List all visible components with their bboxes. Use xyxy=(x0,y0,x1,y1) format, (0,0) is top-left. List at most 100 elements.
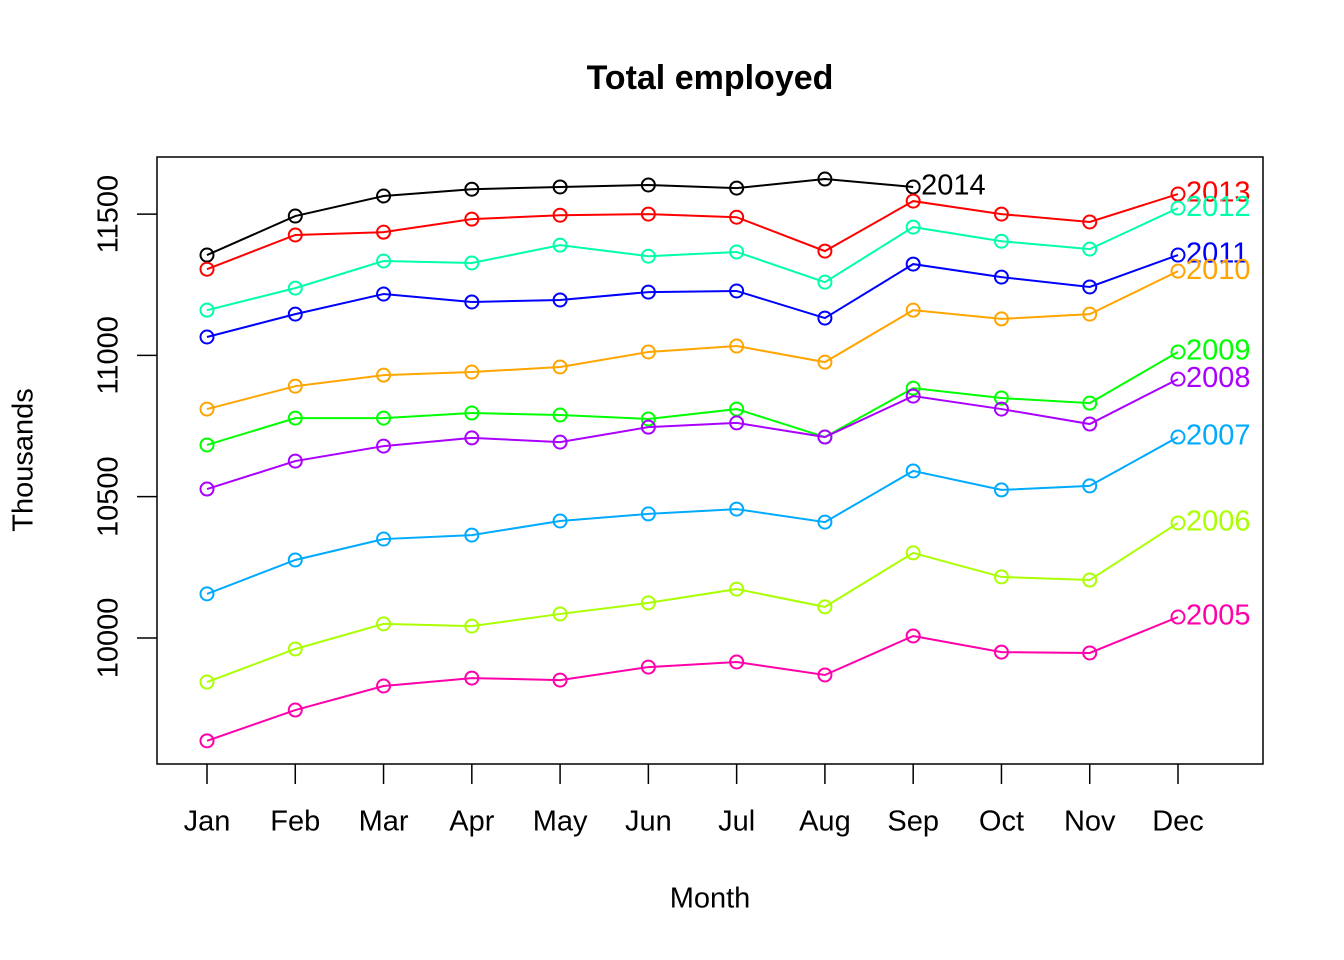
point xyxy=(464,527,480,543)
point xyxy=(1082,395,1098,411)
point xyxy=(464,364,480,380)
point xyxy=(993,390,1009,406)
series-label: 2006 xyxy=(1186,506,1251,538)
point xyxy=(1170,263,1186,279)
x-tick-label: Mar xyxy=(359,806,409,838)
point xyxy=(993,311,1009,327)
point xyxy=(287,453,303,469)
point xyxy=(729,654,745,670)
point xyxy=(993,269,1009,285)
point xyxy=(905,545,921,561)
x-tick-label: Nov xyxy=(1064,806,1116,838)
point xyxy=(552,237,568,253)
x-tick-label: Jan xyxy=(184,806,231,838)
point xyxy=(993,644,1009,660)
point xyxy=(993,482,1009,498)
point xyxy=(729,338,745,354)
point xyxy=(464,670,480,686)
x-tick-label: Feb xyxy=(270,806,320,838)
point xyxy=(905,380,921,396)
series-label: 2011 xyxy=(1186,238,1248,270)
point xyxy=(817,274,833,290)
point xyxy=(729,581,745,597)
point xyxy=(905,179,921,195)
point xyxy=(640,411,656,427)
point xyxy=(287,306,303,322)
series-line xyxy=(206,351,1179,446)
point xyxy=(199,674,215,690)
point xyxy=(817,354,833,370)
point xyxy=(199,733,215,749)
y-tick-label: 11000 xyxy=(93,316,125,395)
point xyxy=(640,659,656,675)
point xyxy=(905,256,921,272)
point xyxy=(1170,186,1186,202)
point xyxy=(993,233,1009,249)
point xyxy=(464,430,480,446)
plot-frame xyxy=(156,156,1264,765)
point xyxy=(817,310,833,326)
point xyxy=(1170,200,1186,216)
point xyxy=(464,405,480,421)
point xyxy=(287,702,303,718)
series-line xyxy=(206,378,1179,490)
point xyxy=(464,181,480,197)
point xyxy=(376,410,392,426)
point xyxy=(640,595,656,611)
point xyxy=(552,606,568,622)
series-label: 2007 xyxy=(1186,420,1251,452)
x-axis-label: Month xyxy=(670,883,751,915)
point xyxy=(552,359,568,375)
point xyxy=(1082,306,1098,322)
point xyxy=(287,410,303,426)
point xyxy=(376,678,392,694)
point xyxy=(817,599,833,615)
x-tick-label: Oct xyxy=(979,806,1024,838)
point xyxy=(1170,247,1186,263)
point xyxy=(993,206,1009,222)
series-label: 2005 xyxy=(1186,600,1251,632)
point xyxy=(199,329,215,345)
point xyxy=(905,388,921,404)
x-tick-label: Jun xyxy=(625,806,672,838)
point xyxy=(287,378,303,394)
y-tick-label: 10000 xyxy=(93,598,125,679)
point xyxy=(376,367,392,383)
series-label: 2014 xyxy=(921,170,986,202)
point xyxy=(287,641,303,657)
point xyxy=(640,248,656,264)
point xyxy=(640,284,656,300)
point xyxy=(729,180,745,196)
point xyxy=(905,628,921,644)
point xyxy=(905,302,921,318)
point xyxy=(1082,572,1098,588)
series-label: 2009 xyxy=(1186,335,1251,367)
y-axis-label: Thousands xyxy=(8,388,40,532)
point xyxy=(993,401,1009,417)
x-tick-label: May xyxy=(533,806,588,838)
point xyxy=(376,253,392,269)
point xyxy=(640,419,656,435)
point xyxy=(376,616,392,632)
point xyxy=(1170,609,1186,625)
point xyxy=(1082,416,1098,432)
point xyxy=(640,506,656,522)
point xyxy=(199,481,215,497)
series-label: 2013 xyxy=(1186,177,1251,209)
point xyxy=(729,244,745,260)
y-tick-label: 11500 xyxy=(93,175,125,254)
point xyxy=(1082,241,1098,257)
x-tick-label: Jul xyxy=(718,806,755,838)
point xyxy=(552,407,568,423)
point xyxy=(905,463,921,479)
point xyxy=(199,401,215,417)
point xyxy=(817,514,833,530)
series-line xyxy=(206,270,1179,411)
point xyxy=(376,438,392,454)
x-tick-label: Apr xyxy=(449,806,494,838)
point xyxy=(552,179,568,195)
point xyxy=(199,437,215,453)
x-tick-label: Aug xyxy=(799,806,851,838)
series-line xyxy=(206,522,1179,683)
point xyxy=(1170,429,1186,445)
